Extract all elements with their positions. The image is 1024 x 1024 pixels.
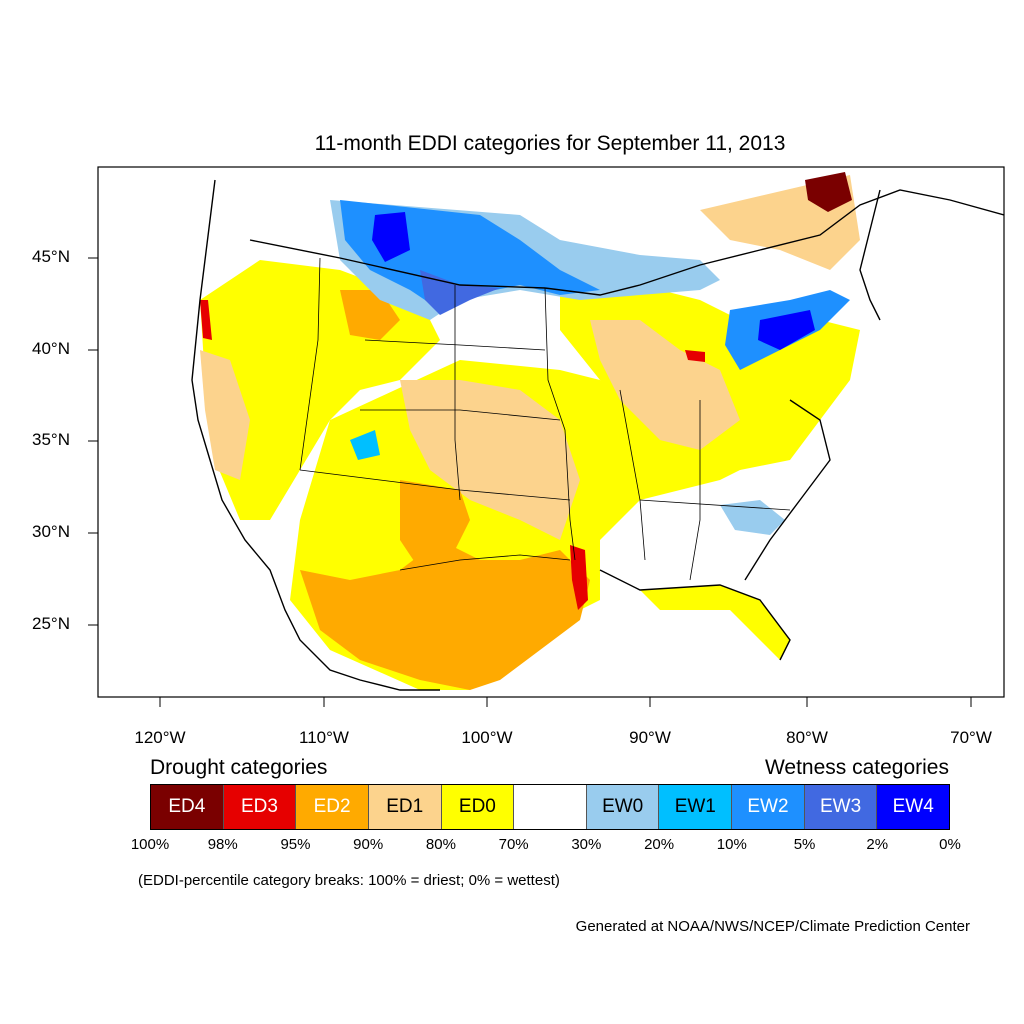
region-ed4-quebec bbox=[805, 172, 852, 212]
legend-break: 100% bbox=[130, 836, 170, 853]
lat-tick-30: 30°N bbox=[32, 522, 70, 541]
legend-colorbar: ED4 ED3 ED2 ED1 ED0 EW0 EW1 EW2 EW3 EW4 bbox=[150, 784, 950, 830]
legend-cell-ed2: ED2 bbox=[296, 785, 369, 829]
legend-break: 30% bbox=[571, 836, 602, 853]
legend-break: 70% bbox=[498, 836, 529, 853]
tick-marks bbox=[88, 257, 972, 707]
region-ed3-coast bbox=[200, 300, 212, 340]
region-ew3-north bbox=[420, 270, 500, 315]
region-ed3-louisiana bbox=[570, 545, 588, 610]
region-ed2-texas bbox=[300, 540, 590, 690]
legend-break: 0% bbox=[939, 836, 961, 853]
region-ed2-montana bbox=[340, 290, 400, 340]
lon-tick-100: 100°W bbox=[461, 728, 513, 747]
lon-tick-110: 110°W bbox=[299, 728, 349, 747]
region-ed1-southwest bbox=[200, 350, 250, 480]
legend-break: 80% bbox=[425, 836, 456, 853]
region-ed2-mexico-north bbox=[400, 480, 470, 570]
lon-tick-70: 70°W bbox=[950, 728, 992, 747]
legend-cell-ed0: ED0 bbox=[441, 785, 515, 829]
legend-cell-ew3: EW3 bbox=[804, 785, 878, 829]
region-ed1-plains bbox=[400, 380, 580, 540]
region-ed3-michigan bbox=[685, 350, 705, 362]
lon-tick-120: 120°W bbox=[134, 728, 186, 747]
lon-tick-90: 90°W bbox=[629, 728, 671, 747]
legend-cell-ew2: EW2 bbox=[732, 785, 805, 829]
legend-break: 95% bbox=[280, 836, 311, 853]
legend-cell-ew0: EW0 bbox=[586, 785, 660, 829]
coastline bbox=[191, 179, 1004, 691]
wetness-categories-label: Wetness categories bbox=[764, 756, 949, 779]
lat-tick-25: 25°N bbox=[32, 614, 70, 633]
map-title: 11-month EDDI categories for September 1… bbox=[314, 132, 786, 155]
legend-cell-ed1: ED1 bbox=[368, 785, 442, 829]
legend-break: 2% bbox=[866, 836, 889, 853]
lat-tick-40: 40°N bbox=[32, 339, 70, 358]
legend-break: 98% bbox=[207, 836, 238, 853]
legend-break: 20% bbox=[644, 836, 675, 853]
legend-cell-ew4: EW4 bbox=[877, 785, 950, 829]
legend-cell-near-normal bbox=[514, 785, 587, 829]
map-frame bbox=[97, 166, 1005, 698]
lon-tick-80: 80°W bbox=[786, 728, 828, 747]
drought-categories-label: Drought categories bbox=[150, 756, 328, 779]
region-ed0-florida bbox=[640, 585, 790, 660]
region-ew1-utah bbox=[350, 430, 380, 460]
legend-break: 5% bbox=[793, 836, 816, 853]
lat-tick-45: 45°N bbox=[32, 247, 70, 266]
legend-cell-ed4: ED4 bbox=[151, 785, 224, 829]
category-breaks-note: (EDDI-percentile category breaks: 100% =… bbox=[138, 872, 560, 889]
region-ed1-midwest bbox=[590, 320, 740, 450]
legend-cell-ed3: ED3 bbox=[223, 785, 297, 829]
credit-line: Generated at NOAA/NWS/NCEP/Climate Predi… bbox=[575, 918, 970, 935]
state-borders bbox=[299, 257, 791, 581]
legend-cell-ew1: EW1 bbox=[659, 785, 733, 829]
region-ew4-north bbox=[372, 212, 410, 262]
legend-break: 10% bbox=[716, 836, 747, 853]
region-ew4-greatlakes bbox=[758, 310, 815, 350]
lat-tick-35: 35°N bbox=[32, 430, 70, 449]
legend-break: 90% bbox=[353, 836, 384, 853]
